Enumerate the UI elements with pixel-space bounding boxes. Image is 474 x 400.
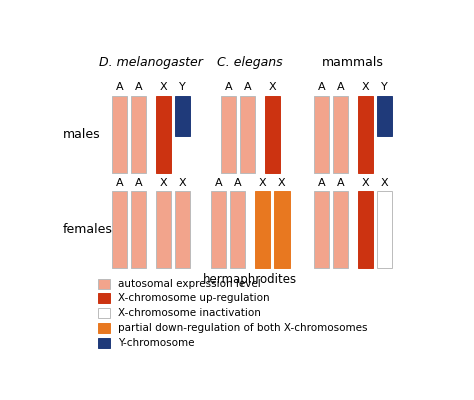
Text: X: X [381,178,389,188]
Bar [112,96,127,173]
Bar [230,191,246,268]
Bar [98,308,109,318]
Text: X: X [160,82,167,92]
Text: X: X [179,178,186,188]
Bar [98,294,109,303]
Text: A: A [234,178,242,188]
Bar [131,96,146,173]
Text: X: X [268,82,276,92]
Text: A: A [337,178,345,188]
Text: A: A [116,178,123,188]
Bar [175,191,191,268]
Text: mammals: mammals [322,56,384,69]
Bar [112,191,127,268]
Text: A: A [135,82,142,92]
Bar [358,96,374,173]
Bar [358,191,374,268]
Bar [211,191,227,268]
Text: males: males [63,128,100,141]
Bar [98,323,109,333]
Text: X: X [278,178,286,188]
Bar [377,191,392,268]
Text: D. melanogaster: D. melanogaster [99,56,203,69]
Bar [255,191,271,268]
Bar [333,191,348,268]
Bar [314,96,329,173]
Text: A: A [318,82,325,92]
Text: females: females [63,223,113,236]
Bar [333,96,348,173]
Text: X: X [362,82,369,92]
Bar [220,96,236,173]
Text: A: A [224,82,232,92]
Text: X-chromosome inactivation: X-chromosome inactivation [118,308,261,318]
Text: A: A [116,82,123,92]
Bar [156,191,171,268]
Bar [98,279,109,288]
Bar [98,338,109,348]
Text: A: A [318,178,325,188]
Bar [264,96,280,173]
Bar [274,191,290,268]
Text: Y: Y [179,82,186,92]
Text: autosomal expression level: autosomal expression level [118,279,261,289]
Text: hermaphrodites: hermaphrodites [203,273,297,286]
Text: partial down-regulation of both X-chromosomes: partial down-regulation of both X-chromo… [118,323,367,333]
Bar [314,191,329,268]
Text: X-chromosome up-regulation: X-chromosome up-regulation [118,294,270,304]
Text: A: A [135,178,142,188]
Bar [377,96,392,136]
Bar [156,96,171,173]
Bar [131,191,146,268]
Text: X: X [362,178,369,188]
Text: Y: Y [382,82,388,92]
Text: C. elegans: C. elegans [218,56,283,69]
Bar [240,96,255,173]
Text: A: A [215,178,222,188]
Text: X: X [160,178,167,188]
Text: X: X [259,178,266,188]
Bar [175,96,191,136]
Text: A: A [337,82,345,92]
Text: A: A [244,82,251,92]
Text: Y-chromosome: Y-chromosome [118,338,194,348]
